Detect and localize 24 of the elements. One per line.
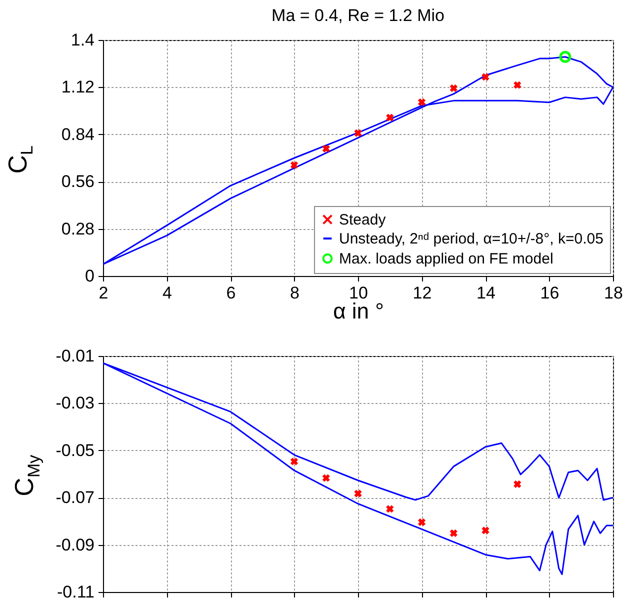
x-tick-label: 4 <box>162 284 172 302</box>
y-tick-label: 0.84 <box>61 124 94 144</box>
x-tick-label: 8 <box>290 284 300 302</box>
x-tick-label: 2 <box>98 284 108 302</box>
y-tick-label: 0.28 <box>61 219 94 238</box>
x-tick-label: 14 <box>476 284 496 302</box>
y-tick-label: 0 <box>85 266 94 286</box>
y-tick-label: -0.07 <box>56 488 94 508</box>
y-tick-label: -0.01 <box>56 346 94 366</box>
legend-label: Steady <box>339 212 386 228</box>
y-tick-label: 1.12 <box>61 78 94 97</box>
x-tick-label: 6 <box>226 284 236 302</box>
y-tick-label: 1.4 <box>70 30 94 50</box>
legend-label: Max. loads applied on FE model <box>339 250 554 268</box>
x-tick-label: 12 <box>412 284 432 302</box>
x-tick-label: 16 <box>540 284 560 302</box>
legend-label: Unsteady, 2ⁿᵈ period, α=10+/-8°, k=0.05 <box>339 230 604 248</box>
x-tick-label: 18 <box>604 284 623 302</box>
y-tick-label: 0.56 <box>61 172 94 192</box>
y-tick-label: -0.09 <box>56 535 94 554</box>
y-tick-label: -0.11 <box>57 582 94 602</box>
y-tick-label: -0.03 <box>56 394 94 413</box>
y-tick-label: -0.05 <box>56 440 94 460</box>
chart-title: Ma = 0.4, Re = 1.2 Mio <box>272 6 444 25</box>
